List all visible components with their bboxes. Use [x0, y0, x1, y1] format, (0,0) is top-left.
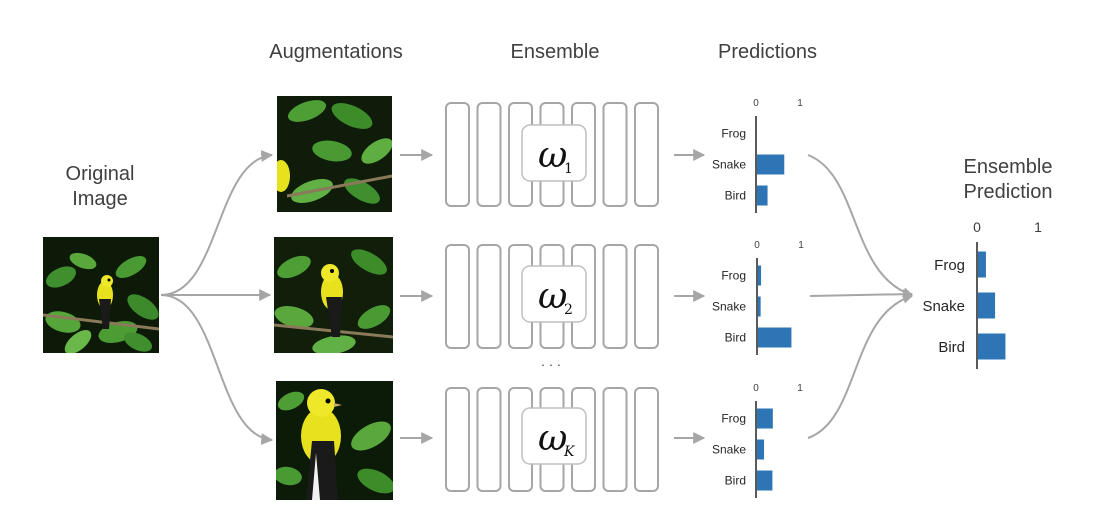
chart-2-category-bird: Bird [725, 331, 746, 345]
branch-arrow-3 [160, 294, 274, 446]
chart-1-category-frog: Frog [721, 127, 746, 141]
ensemble-member-2-layer-1 [445, 244, 470, 349]
chart-1-category-bird: Bird [725, 189, 746, 203]
chart-3-bar-bird [757, 470, 773, 491]
chart-4-bar-bird [978, 333, 1006, 360]
prediction-chart-3: 0 1 Frog Snake Bird [712, 383, 803, 498]
chart-3-category-frog: Frog [721, 412, 746, 426]
original-title-line2: Image [72, 188, 128, 210]
weight-subscript-3: K [563, 444, 576, 460]
chart-3-category-snake: Snake [712, 443, 746, 457]
original-image-title: Original Image [40, 162, 160, 212]
merge-arrow-2 [809, 289, 913, 300]
chart-4-category-frog: Frog [934, 257, 965, 274]
chart-4-tick-0: 0 [973, 219, 981, 235]
chart-3-category-bird: Bird [725, 474, 746, 488]
chart-3-tick-0: 0 [753, 383, 759, 394]
weight-symbol-3: ω [538, 418, 567, 459]
weight-symbol-2: ω [538, 276, 567, 317]
merge-arrow-1 [807, 154, 913, 297]
ensemble-member-1-layer-7 [634, 102, 659, 207]
branch-arrow-1 [160, 149, 274, 296]
weight-box-1 [521, 124, 587, 182]
ensemble-prediction-line1: Ensemble [963, 156, 1053, 178]
chart-2-tick-0: 0 [754, 240, 760, 251]
prediction-chart-4: 0 1 Frog Snake Bird [922, 219, 1042, 369]
chart-4-tick-1: 1 [1034, 219, 1042, 235]
weight-subscript-2: 2 [564, 302, 573, 318]
ensemble-member-2-layer-6 [602, 244, 628, 349]
chart-3-tick-1: 1 [797, 383, 803, 394]
augmentation-image-3 [276, 381, 393, 500]
ensemble-member-1-layer-1 [445, 102, 470, 207]
chart-2-bar-snake [758, 296, 761, 317]
chart-2-category-snake: Snake [712, 300, 746, 314]
original-bird-image [43, 237, 159, 353]
ensemble-member-3-layer-6 [602, 387, 628, 492]
merge-arrow-3 [807, 293, 913, 439]
ensemble-member-1-layer-2 [476, 102, 502, 207]
ensemble-ellipsis: · · · [541, 357, 561, 372]
ensemble-member-3-layer-1 [445, 387, 470, 492]
chart-1-tick-0: 0 [753, 98, 759, 109]
chart-2-bar-bird [758, 327, 792, 348]
chart-2-bar-frog [758, 265, 762, 286]
ensemble-member-2-layer-2 [476, 244, 502, 349]
ensemble-prediction-title: Ensemble Prediction [938, 155, 1078, 205]
chart-4-bar-snake [978, 292, 996, 319]
augmentations-title: Augmentations [269, 41, 403, 63]
chart-3-bar-frog [757, 408, 773, 429]
original-title-line1: Original [65, 163, 135, 185]
predictions-title: Predictions [718, 41, 817, 63]
ensemble-member-1-layer-6 [602, 102, 628, 207]
weight-subscript-1: 1 [564, 161, 573, 177]
weight-box-3 [521, 407, 587, 465]
chart-3-bar-snake [757, 439, 765, 460]
chart-1-bar-snake [757, 154, 785, 175]
chart-1-bar-bird [757, 185, 768, 206]
augmentation-image-1 [277, 96, 392, 212]
prediction-chart-1: 0 1 Frog Snake Bird [712, 98, 803, 213]
weight-box-2 [521, 265, 587, 323]
prediction-chart-2: 0 1 Frog Snake Bird [712, 240, 804, 355]
chart-4-category-bird: Bird [938, 339, 965, 356]
weight-symbol-1: ω [538, 135, 567, 176]
ensemble-member-3-layer-7 [634, 387, 659, 492]
chart-2-category-frog: Frog [721, 269, 746, 283]
chart-4-category-snake: Snake [922, 298, 965, 315]
chart-4-bar-frog [978, 251, 986, 278]
chart-1-category-snake: Snake [712, 158, 746, 172]
ensemble-member-3-layer-2 [476, 387, 502, 492]
chart-2-tick-1: 1 [798, 240, 804, 251]
ensemble-prediction-line2: Prediction [963, 181, 1053, 203]
augmentation-image-2 [274, 237, 393, 353]
ensemble-member-2-layer-7 [634, 244, 659, 349]
chart-1-tick-1: 1 [797, 98, 803, 109]
ensemble-title: Ensemble [510, 41, 600, 63]
